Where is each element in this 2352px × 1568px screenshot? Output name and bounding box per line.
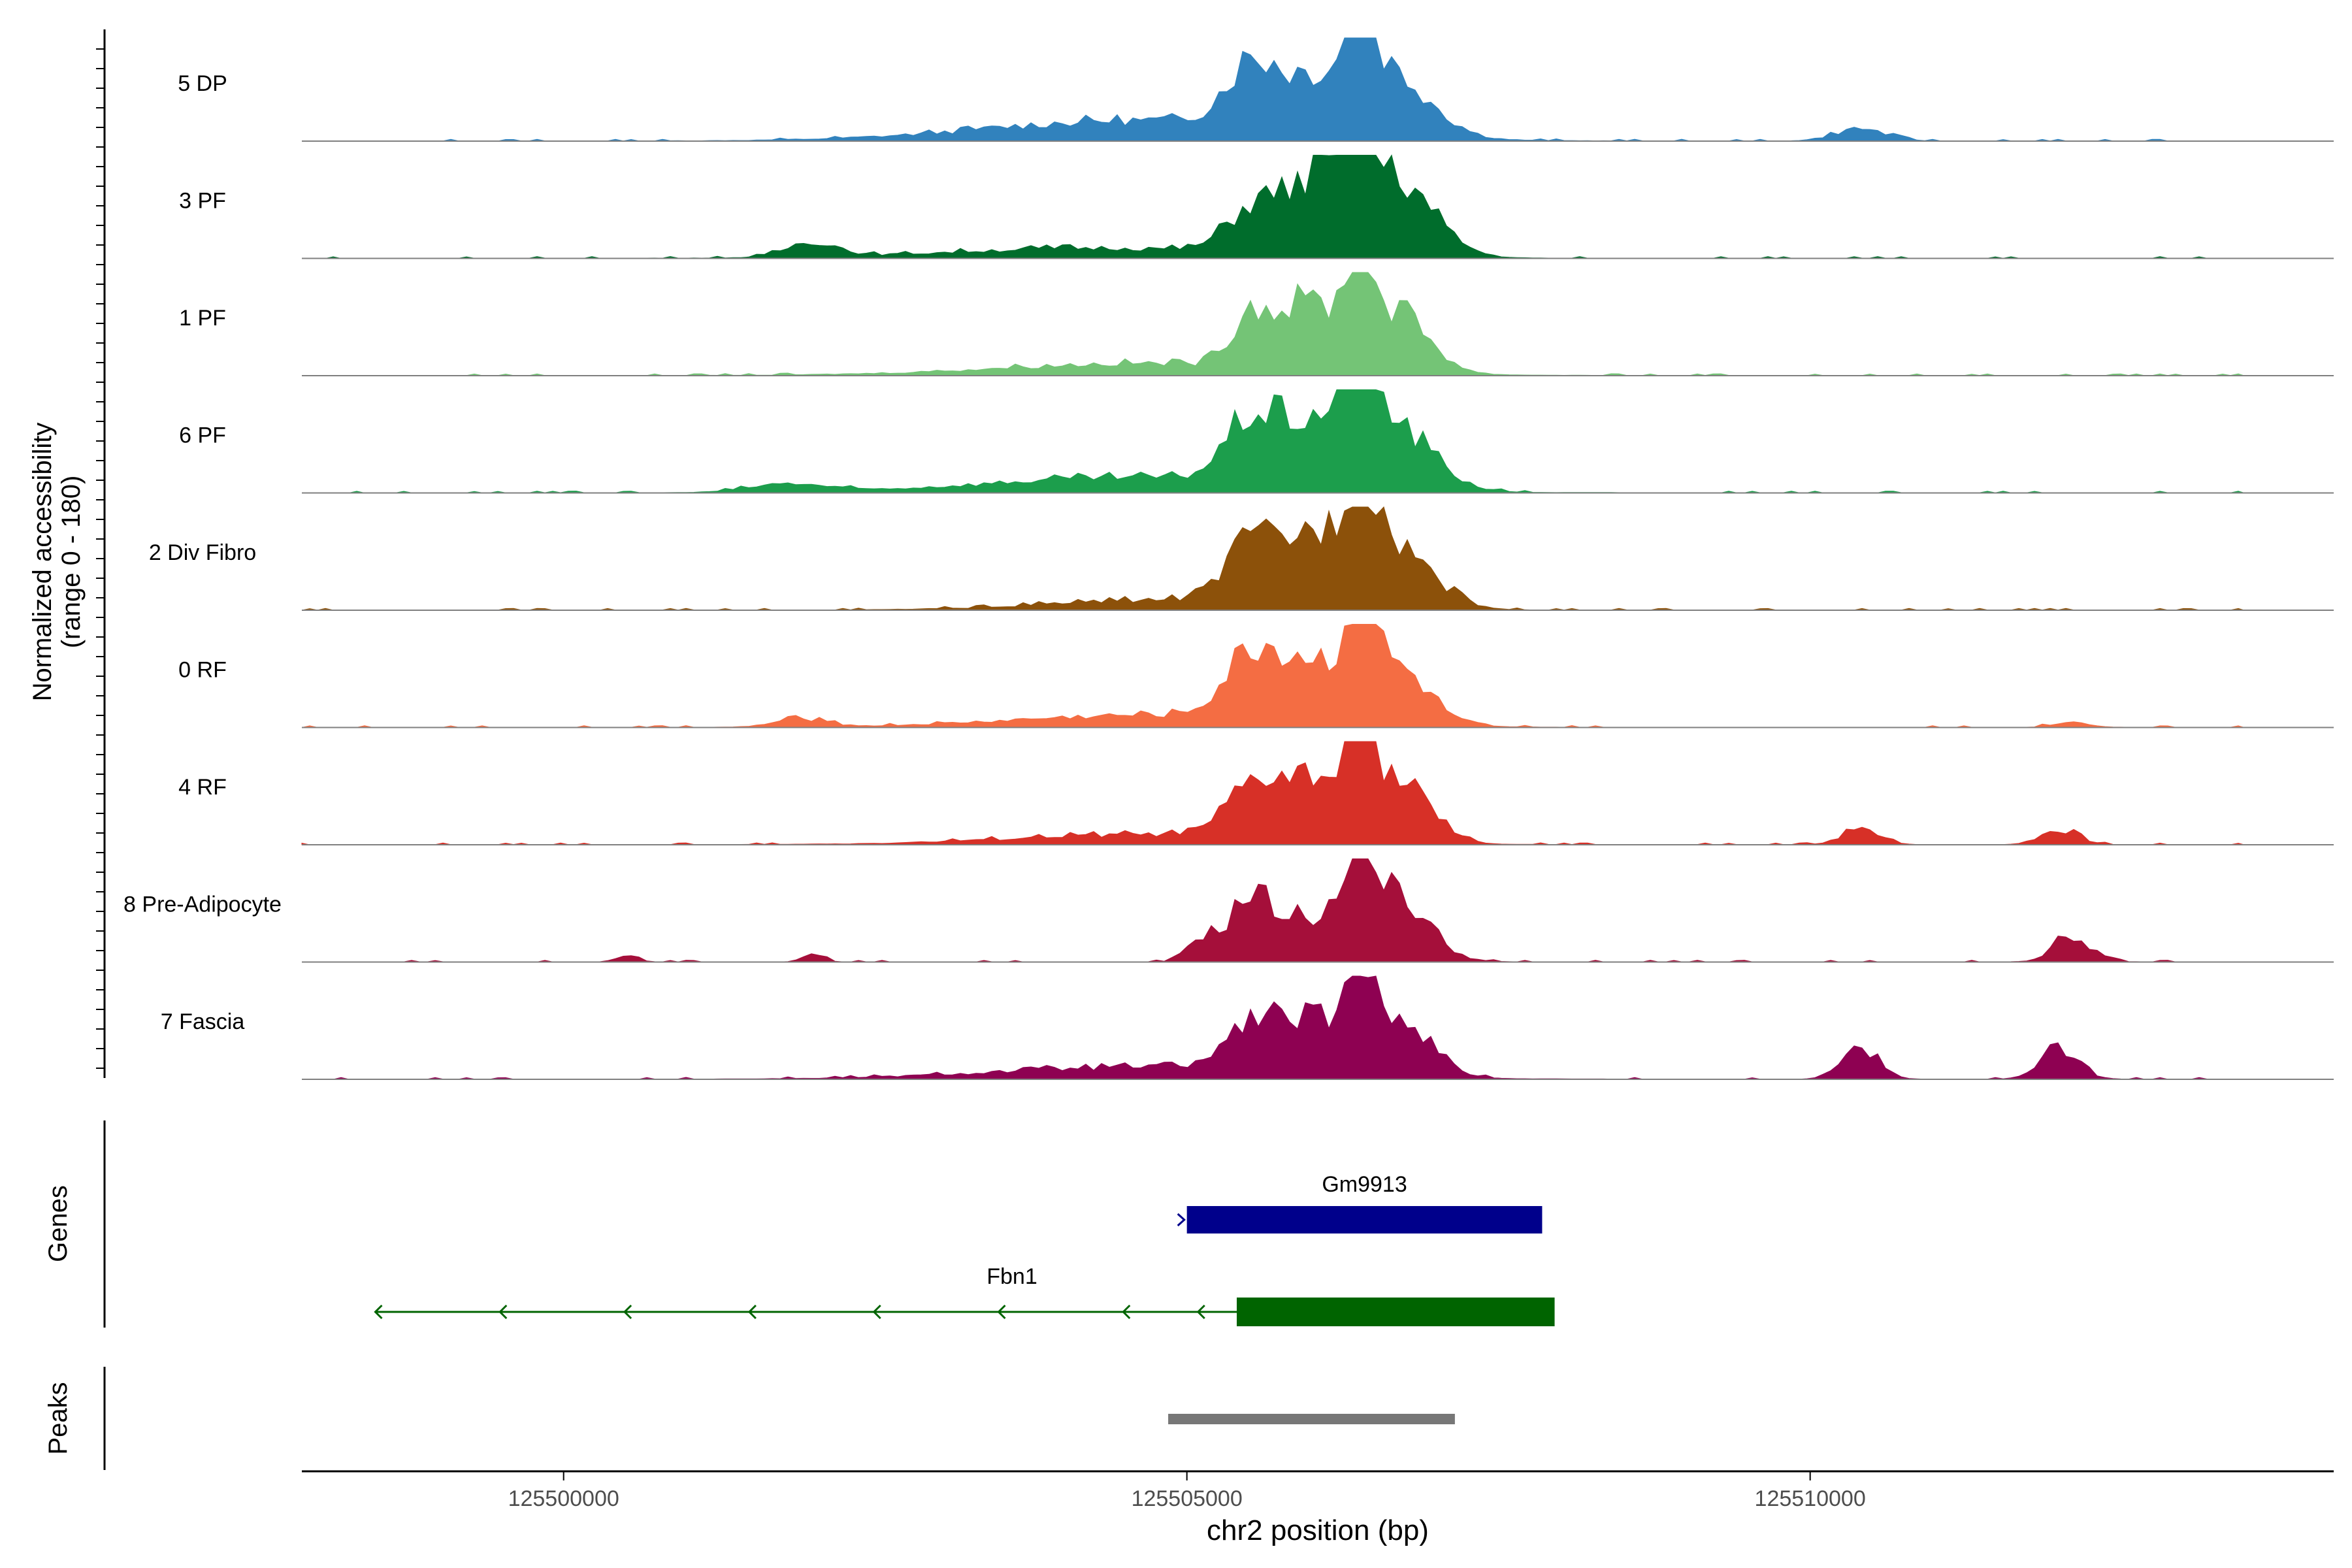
peak-region xyxy=(1168,1414,1455,1424)
track-label: 2 Div Fibro xyxy=(149,540,256,565)
track-label: 3 PF xyxy=(179,189,226,214)
x-axis: 125500000 125505000 125510000 xyxy=(508,1471,1866,1511)
x-axis-title: chr2 position (bp) xyxy=(1207,1514,1429,1546)
x-tick-label: 125505000 xyxy=(1132,1486,1243,1511)
track-7-fascia: 7 Fascia xyxy=(161,975,2334,1080)
gene-strand-arrow xyxy=(872,1304,881,1320)
gene-exon xyxy=(1186,1206,1543,1233)
track-2-div-fibro: 2 Div Fibro xyxy=(149,506,2334,611)
gene-exon xyxy=(1236,1298,1555,1326)
gene-fbn1: Fbn1 xyxy=(374,1264,1555,1326)
track-label: 7 Fascia xyxy=(161,1009,245,1034)
gene-strand-arrow xyxy=(1177,1213,1186,1227)
track-label: 8 Pre-Adipocyte xyxy=(123,892,282,917)
gene-strand-arrow xyxy=(997,1304,1006,1320)
track-label: 5 DP xyxy=(178,71,227,96)
track-1-pf: 1 PF xyxy=(179,272,2334,376)
peaks-track-label: Peaks xyxy=(44,1382,73,1454)
track-4-rf: 4 RF xyxy=(178,741,2334,845)
gene-strand-arrow xyxy=(498,1304,508,1320)
gene-strand-arrow xyxy=(623,1304,632,1320)
coverage-y-axis xyxy=(96,29,106,1078)
track-label: 6 PF xyxy=(179,423,226,448)
coverage-tracks: 5 DP 3 PF 1 PF 6 PF 2 Div Fibro 0 RF 4 RF 8 Pre… xyxy=(123,37,2334,1080)
gene-label: Fbn1 xyxy=(987,1264,1037,1289)
gene-strand-arrow xyxy=(374,1304,383,1320)
gene-gm9913: Gm9913 xyxy=(1177,1172,1543,1233)
y-axis-range-label: (range 0 - 180) xyxy=(57,476,86,649)
genes-track-label: Genes xyxy=(44,1185,73,1262)
gene-strand-arrow xyxy=(1122,1304,1131,1320)
gene-strand-arrow xyxy=(747,1304,757,1320)
gene-label: Gm9913 xyxy=(1322,1172,1407,1197)
peaks-track xyxy=(1168,1414,1455,1424)
track-label: 0 RF xyxy=(178,658,227,683)
track-0-rf: 0 RF xyxy=(178,624,2334,728)
track-5-dp: 5 DP xyxy=(178,37,2334,142)
track-label: 4 RF xyxy=(178,775,227,800)
gene-strand-arrow xyxy=(1196,1304,1205,1320)
x-tick-label: 125510000 xyxy=(1755,1486,1866,1511)
track-label: 1 PF xyxy=(179,306,226,331)
coverage-area xyxy=(301,37,2245,142)
genes-track: Gm9913 Fbn1 xyxy=(374,1172,1555,1326)
track-8-pre-adipocyte: 8 Pre-Adipocyte xyxy=(123,858,2334,963)
y-axis-label: Normalized accessibility xyxy=(28,423,57,702)
track-6-pf: 6 PF xyxy=(179,389,2334,494)
x-tick-label: 125500000 xyxy=(508,1486,619,1511)
track-3-pf: 3 PF xyxy=(179,154,2334,259)
